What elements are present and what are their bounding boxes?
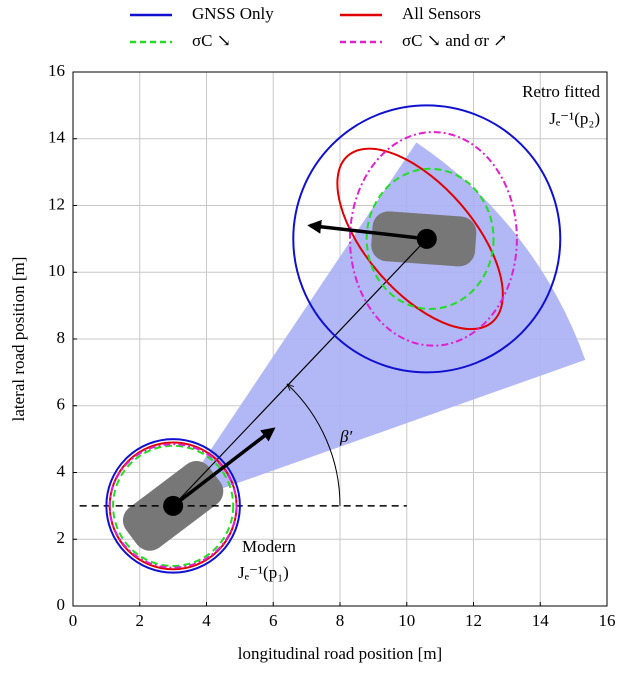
confidence-ellipse <box>105 438 241 574</box>
x-tick-label: 14 <box>532 611 550 630</box>
annotation: Modern <box>242 537 296 556</box>
confidence-ellipse <box>292 104 562 374</box>
y-tick-label: 10 <box>48 261 65 280</box>
x-axis-label: longitudinal road position [m] <box>238 644 442 663</box>
x-tick-label: 0 <box>69 611 78 630</box>
y-tick-label: 6 <box>57 395 66 414</box>
legend-label: All Sensors <box>402 4 481 23</box>
x-tick-label: 4 <box>202 611 211 630</box>
confidence-ellipse <box>336 147 504 331</box>
heading-arrow <box>307 219 427 241</box>
x-tick-label: 16 <box>599 611 616 630</box>
x-tick-label: 6 <box>269 611 278 630</box>
vehicle-position <box>163 495 184 516</box>
vehicle-position <box>416 228 437 249</box>
annotation: Jₑ⁻¹(p₂) <box>549 109 600 128</box>
y-tick-label: 2 <box>57 528 66 547</box>
y-tick-label: 4 <box>57 461 66 480</box>
annotation: β′ <box>339 427 352 446</box>
legend-label: GNSS Only <box>192 4 274 23</box>
annotation: Jₑ⁻¹(p₁) <box>238 563 289 582</box>
legend-label: σC ↘ and σr ↗ <box>402 31 507 50</box>
y-tick-label: 8 <box>57 328 66 347</box>
y-tick-label: 16 <box>48 61 65 80</box>
confidence-ellipse <box>112 444 235 567</box>
annotation: Retro fitted <box>522 82 600 101</box>
angle-arc <box>288 385 341 506</box>
y-tick-label: 0 <box>57 595 66 614</box>
confidence-ellipse <box>108 443 238 569</box>
x-tick-label: 8 <box>336 611 345 630</box>
confidence-ellipse <box>365 167 495 310</box>
y-tick-label: 12 <box>48 194 65 213</box>
legend-label: σC ↘ <box>192 31 231 50</box>
plot-area <box>79 104 586 574</box>
x-tick-label: 10 <box>398 611 415 630</box>
x-tick-label: 2 <box>136 611 145 630</box>
connection-line <box>172 238 428 507</box>
y-tick-label: 14 <box>48 128 66 147</box>
y-axis-label: lateral road position [m] <box>9 257 28 422</box>
heading-arrow <box>172 427 276 508</box>
confidence-ellipse <box>349 131 518 347</box>
x-tick-label: 12 <box>465 611 482 630</box>
